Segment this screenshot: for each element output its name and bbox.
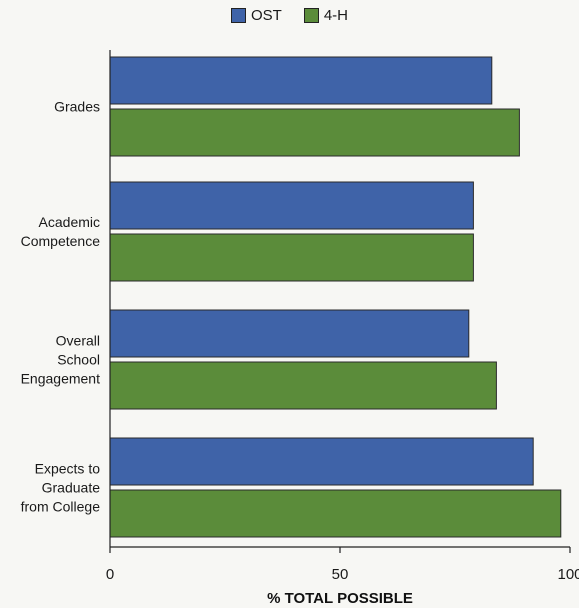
legend-item-ost: OST [230,7,282,24]
category-label-line: School [57,351,100,367]
bar-4h-1 [109,233,474,282]
category-label-line: Expects to [34,460,100,476]
category-label-line: Engagement [20,370,100,386]
bar-4h-2 [109,361,497,410]
bar-ost-1 [109,181,474,230]
x-tick-label-0: 0 [105,566,115,583]
legend-item-4h: 4-H [303,7,348,24]
bar-ost-2 [109,309,470,358]
legend-label-4h: 4-H [323,7,348,24]
category-label-line: Grades [54,98,100,114]
category-label-line: Graduate [41,479,100,495]
category-label-line: from College [20,498,100,514]
category-label-2: Overall School Engagement [0,331,100,388]
legend-swatch-ost [230,8,246,23]
category-label-3: Expects to Graduate from College [0,459,100,516]
category-label-line: Academic [38,213,100,230]
category-label-line: Competence [20,232,100,249]
bar-4h-0 [109,108,520,157]
x-tick-label-50: 50 [331,566,349,583]
x-axis-title: % TOTAL POSSIBLE [267,590,413,607]
legend-swatch-4h [303,8,319,23]
category-label-0: Grades [0,97,100,116]
legend-label-ost: OST [250,7,282,24]
x-tick-label-100: 100 [557,566,579,583]
category-label-line: Overall [55,332,100,348]
legend: OST 4-H [0,7,579,24]
bar-4h-3 [109,489,562,538]
bar-ost-0 [109,56,493,105]
category-label-1: Academic Competence [0,213,100,251]
bar-ost-3 [109,437,534,486]
